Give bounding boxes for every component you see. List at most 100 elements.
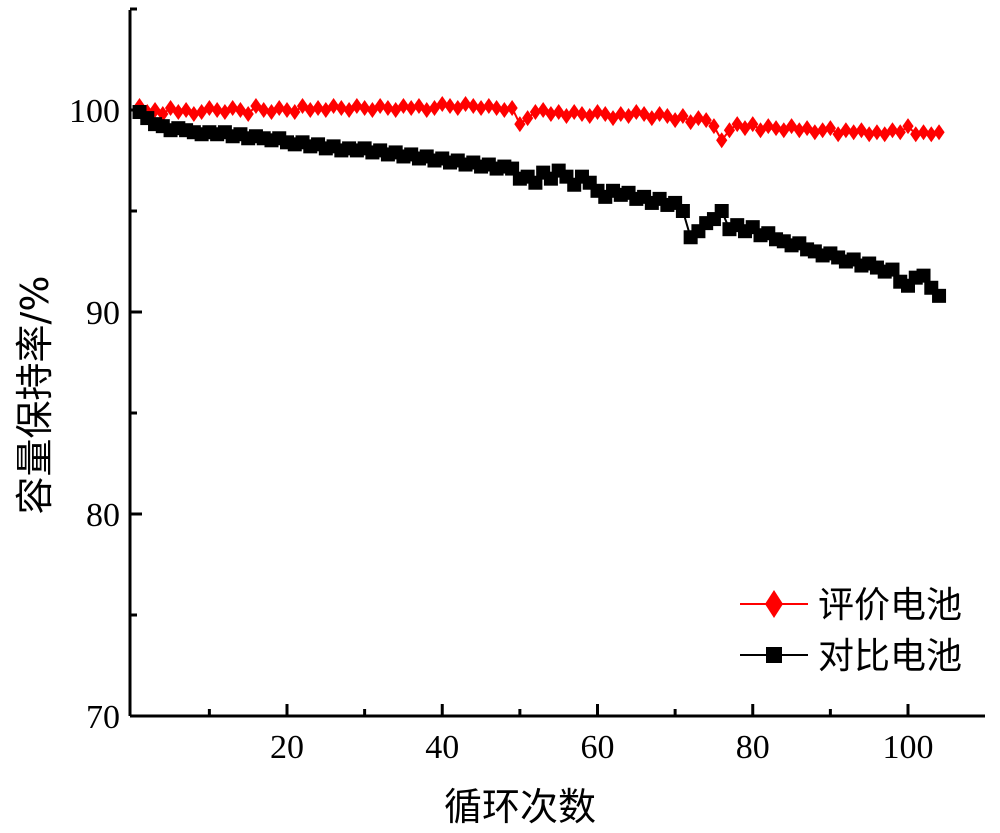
data-point — [568, 104, 580, 121]
data-point — [917, 124, 930, 141]
data-point — [630, 104, 642, 121]
data-point — [809, 124, 821, 141]
data-point — [654, 106, 666, 123]
data-point — [413, 97, 425, 114]
data-point — [762, 118, 774, 135]
data-point — [576, 106, 588, 123]
data-point — [871, 124, 883, 141]
data-point — [894, 124, 906, 141]
data-point — [436, 95, 448, 112]
y-tick-label: 70 — [86, 699, 120, 736]
data-point — [885, 262, 900, 277]
data-point — [397, 97, 410, 114]
data-point — [716, 132, 728, 149]
data-point — [848, 124, 860, 141]
series-comparison-battery — [132, 105, 947, 303]
data-point — [382, 99, 394, 116]
y-ticks: 70 80 90 100 — [69, 7, 142, 736]
y-axis-title: 容量保持率/% — [13, 276, 57, 515]
data-point — [863, 126, 875, 143]
data-point — [428, 99, 441, 116]
data-point — [714, 204, 729, 218]
data-point — [405, 99, 417, 116]
data-point — [739, 120, 751, 137]
data-point — [910, 126, 922, 143]
data-point — [793, 122, 805, 139]
data-point — [459, 95, 472, 112]
data-point — [916, 268, 931, 283]
data-point — [490, 99, 503, 116]
data-point — [886, 122, 899, 139]
data-point — [770, 120, 782, 137]
data-point — [537, 102, 549, 118]
series-evaluation-battery — [133, 95, 945, 149]
data-point — [281, 102, 293, 118]
data-point — [506, 99, 518, 116]
data-point — [289, 104, 301, 121]
data-point — [250, 97, 262, 114]
data-point — [211, 102, 223, 118]
x-tick-label: 20 — [270, 729, 304, 766]
data-point — [778, 122, 790, 139]
data-point — [522, 110, 534, 127]
data-point — [932, 288, 947, 303]
data-point — [351, 97, 363, 114]
data-point — [840, 122, 852, 139]
y-tick-label: 100 — [69, 93, 120, 130]
series-layer — [132, 95, 947, 303]
data-point — [188, 106, 200, 123]
x-tick-label: 60 — [581, 729, 615, 766]
data-point — [700, 112, 712, 129]
data-point — [498, 102, 510, 118]
x-tick-label: 80 — [736, 729, 770, 766]
data-point — [622, 108, 635, 125]
data-point — [312, 99, 324, 116]
data-point — [258, 102, 270, 118]
data-point — [304, 102, 316, 118]
x-tick-label: 40 — [425, 729, 459, 766]
legend-item-evaluation-battery: 评价电池 — [740, 585, 962, 626]
data-point — [483, 97, 495, 114]
data-point — [591, 104, 604, 121]
legend-marker-square — [766, 647, 782, 663]
data-point — [933, 124, 945, 141]
data-point — [265, 104, 278, 121]
legend-marker-diamond — [765, 590, 783, 618]
data-point — [227, 99, 239, 116]
data-point — [203, 99, 215, 116]
data-point — [708, 118, 720, 135]
x-ticks: 20 40 60 80 100 — [207, 704, 934, 766]
data-point — [273, 99, 285, 116]
legend-label-evaluation-battery: 评价电池 — [818, 585, 962, 626]
data-point — [390, 102, 402, 118]
data-point — [242, 106, 254, 123]
data-point — [452, 99, 464, 116]
data-point — [467, 97, 479, 114]
data-point — [855, 122, 868, 139]
data-point — [343, 102, 355, 118]
data-point — [514, 116, 526, 133]
legend: 评价电池 对比电池 — [740, 585, 962, 677]
data-point — [327, 97, 340, 114]
data-point — [817, 122, 829, 139]
data-point — [475, 99, 487, 116]
data-point — [359, 99, 371, 116]
data-point — [529, 104, 541, 121]
data-point — [661, 108, 673, 125]
data-point — [824, 120, 836, 137]
data-point — [172, 104, 184, 121]
data-point — [925, 126, 937, 143]
data-point — [296, 97, 309, 114]
data-point — [615, 106, 627, 123]
data-point — [902, 118, 914, 135]
data-point — [723, 122, 736, 139]
data-point — [584, 108, 596, 125]
y-tick-label: 80 — [86, 497, 120, 534]
plot-area: 70 80 90 100 20 40 60 80 100 — [69, 7, 985, 766]
data-point — [374, 97, 386, 114]
x-tick-label: 100 — [883, 729, 934, 766]
data-point — [692, 110, 705, 127]
x-axis-title: 循环次数 — [444, 785, 596, 829]
data-point — [677, 108, 689, 125]
